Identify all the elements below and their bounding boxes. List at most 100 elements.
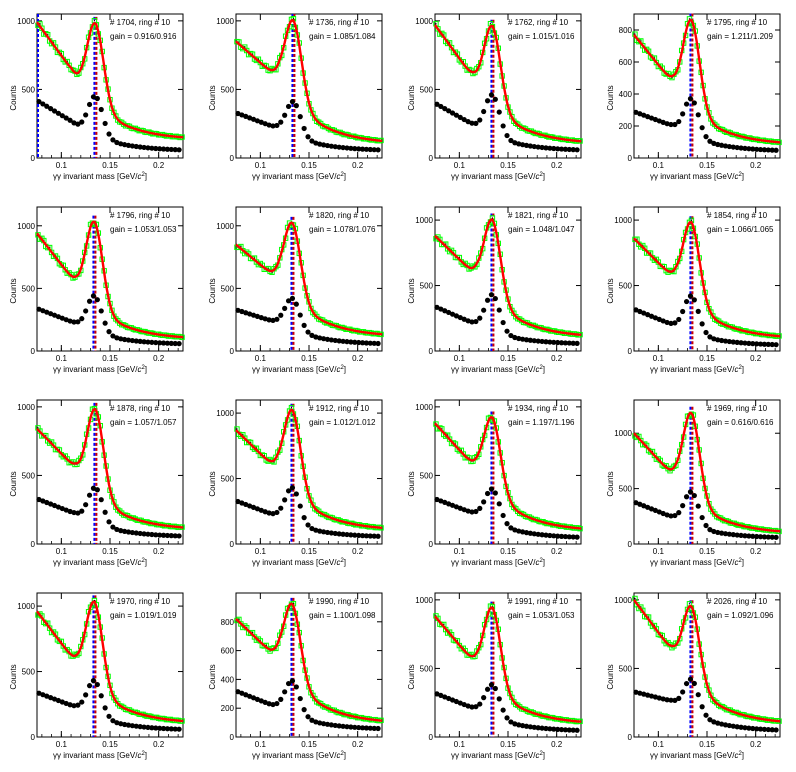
lower-data-point [83, 692, 89, 698]
lower-data-point [59, 505, 65, 512]
lower-data-point [730, 532, 736, 538]
x-tick-label: 0.15 [500, 547, 516, 556]
y-tick-label: 0 [230, 154, 235, 163]
lower-data-point [168, 533, 174, 539]
x-tick-label: 0.2 [352, 740, 364, 749]
y-tick-label: 500 [420, 282, 434, 291]
lower-data-point [375, 147, 381, 153]
y-axis-label: Counts [606, 664, 615, 689]
x-axis-label: γγ invariant mass [GeV/c2] [53, 558, 147, 567]
lower-data-point [484, 98, 491, 104]
upper-data-marker [435, 26, 441, 32]
y-tick-label: 0 [31, 154, 36, 163]
lower-data-point [317, 528, 323, 534]
lower-data-point [356, 146, 362, 152]
y-tick-label: 0 [230, 540, 235, 549]
lower-data-point [98, 497, 104, 503]
lower-data-point [243, 692, 249, 698]
lower-data-point [512, 721, 518, 727]
lower-data-point [371, 147, 377, 153]
lower-data-point [520, 336, 526, 342]
lower-data-point [133, 143, 139, 150]
lower-data-point [484, 686, 491, 692]
lower-data-point [660, 696, 666, 702]
lower-data-point [750, 725, 756, 732]
lower-data-point [274, 316, 280, 322]
lower-data-point [266, 122, 272, 128]
lower-data-point [742, 340, 748, 346]
lower-data-point [551, 726, 557, 732]
panel-svg-1878: 0.1 0.15 0.2 0 500 1000 γγ invariant mass [GeV… [9, 399, 185, 567]
lower-data-point [129, 529, 135, 536]
lower-data-point [145, 145, 151, 151]
y-tick-label: 0 [429, 733, 434, 742]
lower-data-point [285, 488, 292, 494]
panel-svg-1991: 0.1 0.15 0.2 0 500 1000 γγ invariant mass [GeV… [407, 592, 583, 760]
y-tick-label: 500 [420, 664, 434, 673]
y-tick-label: 800 [619, 26, 633, 35]
y-axis-label: Counts [9, 278, 18, 303]
lower-data-point [551, 145, 557, 152]
lower-data-point [769, 341, 775, 348]
lower-data-point [172, 533, 178, 539]
lower-data-point [703, 134, 709, 140]
lower-data-point [547, 145, 553, 151]
lower-data-point [36, 306, 42, 312]
panel-svg-1736: 0.1 0.15 0.2 0 500 1000 γγ invariant mass [GeV… [208, 13, 384, 181]
chart-panel-1991: 0.1 0.15 0.2 0 500 1000 γγ invariant mass [GeV… [398, 579, 597, 772]
lower-data-point [359, 146, 366, 152]
fit-curve [434, 24, 582, 143]
lower-data-point [719, 530, 725, 536]
panel-gain-text: gain = 1.092/1.096 [707, 611, 774, 620]
lower-data-point [481, 307, 487, 313]
lower-data-point [90, 293, 97, 299]
panel-header: # 1820, ring # 10 [309, 211, 370, 220]
lower-data-point [730, 339, 736, 345]
lower-data-point [711, 336, 717, 342]
lower-data-point [98, 693, 104, 699]
chart-panel-1736: 0.1 0.15 0.2 0 500 1000 γγ invariant mass [GeV… [199, 0, 398, 193]
lower-data-point [129, 143, 135, 149]
x-tick-label: 0.15 [102, 354, 118, 363]
panel-header: # 1878, ring # 10 [110, 404, 171, 413]
lower-data-point [324, 336, 331, 342]
lower-data-point [535, 725, 541, 731]
y-tick-label: 500 [22, 668, 36, 677]
lower-data-point [562, 340, 569, 346]
fit-curve [434, 606, 582, 723]
lower-data-point [664, 319, 670, 326]
lower-data-point [539, 338, 545, 345]
lower-data-point [321, 336, 327, 342]
lower-data-point [765, 534, 771, 540]
lower-data-point [703, 522, 709, 529]
lower-data-point [453, 112, 460, 118]
lower-data-point [742, 533, 748, 539]
lower-data-point [328, 722, 334, 728]
panel-svg-1934: 0.1 0.15 0.2 0 500 1000 γγ invariant mass [GeV… [407, 399, 583, 567]
lower-data-point [703, 712, 709, 718]
lower-data-point [477, 315, 483, 321]
lower-data-point [250, 695, 257, 701]
y-tick-label: 1000 [216, 17, 234, 26]
lower-data-point [531, 143, 537, 150]
lower-data-point [102, 120, 108, 127]
lower-data-point [328, 530, 334, 536]
lower-data-point [695, 112, 701, 118]
lower-data-point [157, 340, 163, 346]
upper-data-dot [667, 72, 669, 75]
upper-data-dot [253, 257, 256, 259]
lower-data-point [641, 503, 647, 509]
lower-data-point [738, 145, 744, 151]
y-tick-label: 500 [619, 485, 633, 494]
lower-data-point [683, 680, 690, 687]
upper-data-dot [49, 246, 51, 249]
fit-curve [235, 408, 383, 530]
lower-data-point [367, 146, 373, 153]
x-tick-label: 0.1 [255, 547, 267, 556]
panel-svg-1762: 0.1 0.15 0.2 0 500 1000 γγ invariant mass [GeV… [407, 13, 583, 181]
fit-curve [434, 218, 582, 336]
lower-data-point [164, 340, 171, 346]
lower-data-point [481, 695, 487, 701]
y-tick-label: 500 [619, 664, 633, 673]
